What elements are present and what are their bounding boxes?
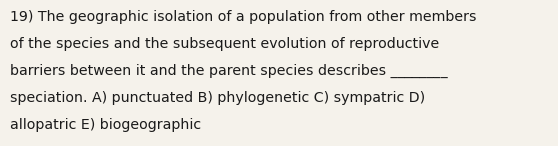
Text: barriers between it and the parent species describes ________: barriers between it and the parent speci… bbox=[10, 64, 448, 78]
Text: allopatric E) biogeographic: allopatric E) biogeographic bbox=[10, 118, 201, 132]
Text: of the species and the subsequent evolution of reproductive: of the species and the subsequent evolut… bbox=[10, 37, 439, 51]
Text: 19) The geographic isolation of a population from other members: 19) The geographic isolation of a popula… bbox=[10, 10, 477, 24]
Text: speciation. A) punctuated B) phylogenetic C) sympatric D): speciation. A) punctuated B) phylogeneti… bbox=[10, 91, 425, 105]
